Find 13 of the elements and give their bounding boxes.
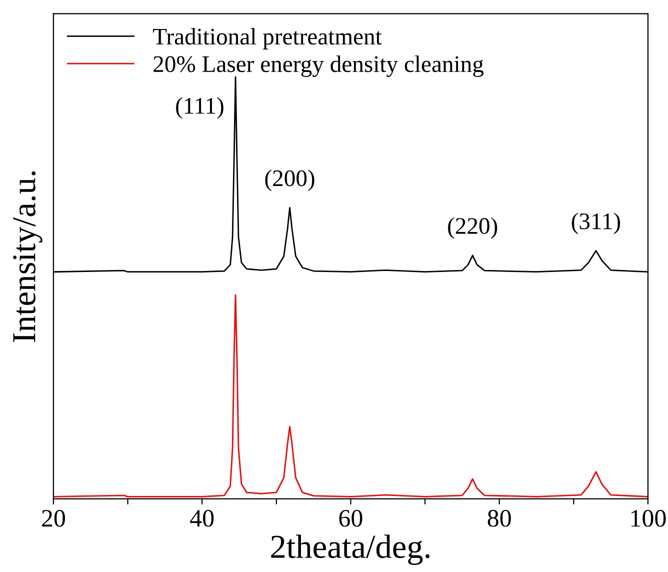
x-tick-label: 40 xyxy=(190,510,214,527)
legend-label: 20% Laser energy density cleaning xyxy=(154,56,484,77)
annotation: (111) xyxy=(176,97,224,119)
annotation: (311) xyxy=(572,212,620,234)
y-axis-title: Intensity/a.u. xyxy=(13,171,42,342)
annotation: (200) xyxy=(265,170,314,192)
x-tick-label: 20 xyxy=(42,510,65,527)
x-tick-label: 100 xyxy=(631,510,666,527)
x-tick-label: 60 xyxy=(339,510,362,527)
x-tick-label: 80 xyxy=(488,510,511,527)
x-axis-title: 2theata/deg. xyxy=(271,534,430,565)
legend-label: Traditional pretreatment xyxy=(153,28,382,50)
annotation: (220) xyxy=(448,217,498,239)
